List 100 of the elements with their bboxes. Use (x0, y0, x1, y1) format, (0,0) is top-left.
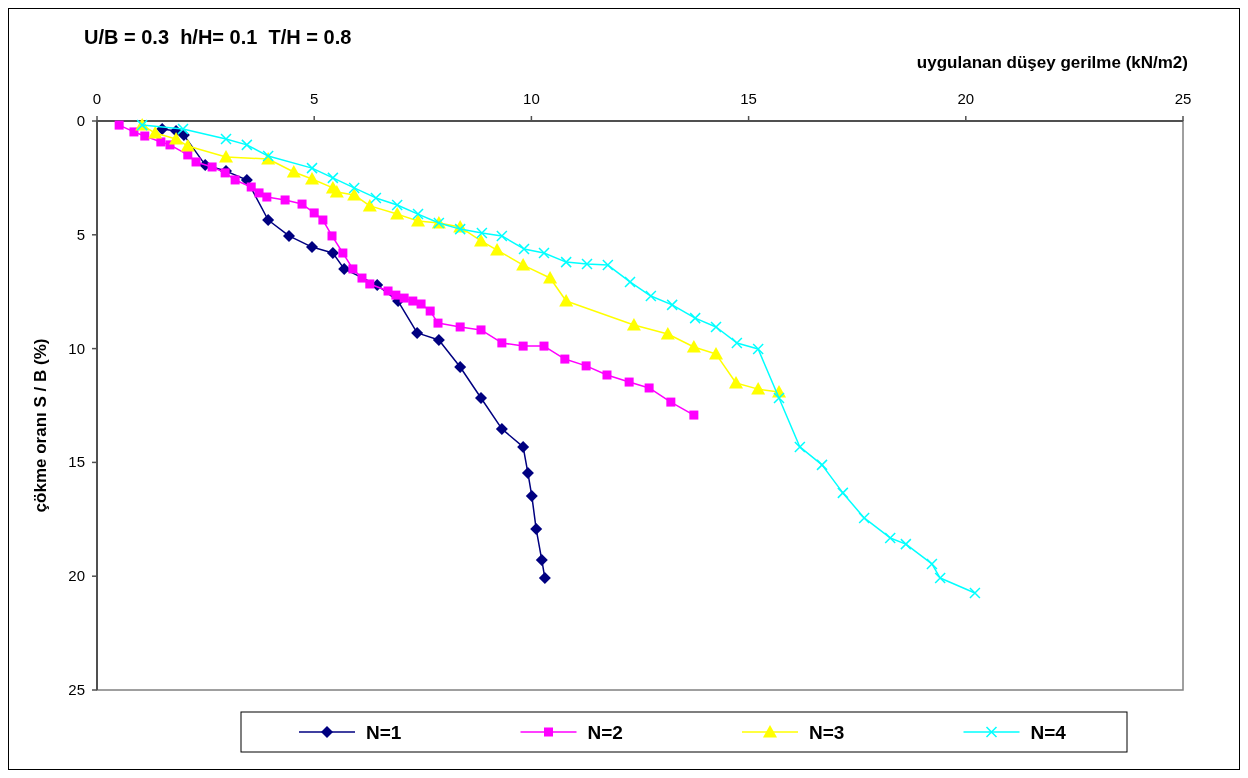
point (362, 198, 377, 212)
point (689, 410, 699, 420)
point (348, 264, 358, 274)
point (433, 318, 443, 328)
point (140, 131, 150, 141)
point (262, 214, 275, 227)
point (521, 467, 534, 480)
point (220, 133, 232, 145)
point (538, 247, 550, 259)
point (934, 572, 946, 584)
point (710, 321, 722, 333)
point (326, 247, 339, 260)
point (731, 337, 743, 349)
point (926, 558, 938, 570)
x-tick-label: 20 (957, 90, 975, 107)
point (357, 273, 367, 283)
point (180, 139, 195, 152)
point (969, 587, 981, 599)
point (602, 259, 614, 271)
point (207, 162, 217, 172)
point (900, 538, 912, 550)
chart-title: U/B = 0.3 h/H= 0.1 T/H = 0.8 (84, 26, 352, 48)
point (476, 227, 488, 239)
point (686, 340, 701, 353)
point (455, 322, 465, 332)
point (338, 248, 348, 258)
point (535, 554, 548, 567)
point (516, 258, 531, 271)
point (416, 299, 426, 309)
point (114, 120, 124, 130)
point (327, 231, 337, 241)
x-tick-label: 0 (92, 90, 102, 107)
legend-label: N=1 (366, 722, 402, 743)
point (254, 188, 264, 198)
point (425, 306, 435, 316)
point (525, 490, 538, 503)
point (517, 440, 530, 453)
point (495, 422, 508, 435)
point (752, 343, 764, 355)
point (391, 199, 403, 211)
x-tick-label: 10 (523, 90, 540, 107)
point (496, 230, 508, 242)
point (399, 293, 409, 303)
point (581, 361, 591, 371)
point (666, 299, 678, 311)
point (816, 459, 828, 471)
point (518, 243, 530, 255)
point (129, 127, 139, 137)
point (539, 341, 549, 351)
point (454, 361, 467, 374)
point (148, 126, 163, 139)
y-tick-label: 20 (68, 567, 85, 585)
point (306, 162, 318, 174)
y-tick-label: 5 (76, 225, 85, 243)
y-tick-label: 25 (68, 681, 85, 698)
point (391, 290, 401, 300)
x-axis-title: uygulanan düşey gerilme (kN/m2) (916, 53, 1188, 72)
point (309, 208, 319, 218)
point (370, 192, 382, 204)
point (884, 532, 896, 544)
point (538, 572, 551, 585)
point (411, 213, 426, 227)
legend-label: N=3 (809, 722, 845, 743)
point (246, 182, 256, 192)
y-tick-label: 10 (68, 339, 85, 357)
point (560, 256, 572, 268)
point (518, 341, 528, 351)
point (543, 271, 558, 284)
y-tick-label: 0 (76, 112, 85, 129)
point (347, 187, 362, 201)
x-tick-label: 15 (740, 90, 757, 107)
x-tick-label: 5 (310, 90, 319, 107)
point (280, 195, 290, 205)
legend-label: N=2 (587, 722, 623, 743)
point (390, 207, 405, 220)
y-axis-title: çökme oranı S / B (%) (31, 338, 50, 513)
point (305, 172, 320, 185)
legend-label: N=4 (1030, 722, 1067, 743)
point (475, 391, 488, 404)
point (408, 296, 418, 306)
point (794, 441, 806, 453)
point (644, 383, 654, 393)
point (729, 375, 743, 389)
point (645, 290, 657, 302)
point (689, 312, 701, 324)
point (773, 392, 785, 404)
point (751, 382, 766, 395)
point (241, 139, 253, 151)
point (666, 397, 676, 407)
point (560, 354, 570, 364)
point (837, 487, 849, 499)
point (709, 347, 724, 360)
point (474, 233, 489, 247)
point (858, 512, 870, 524)
point (297, 199, 307, 209)
point (240, 173, 253, 186)
point (624, 276, 636, 288)
point (262, 192, 272, 202)
x-tick-label: 25 (1174, 90, 1192, 107)
y-tick-label: 15 (68, 453, 85, 471)
